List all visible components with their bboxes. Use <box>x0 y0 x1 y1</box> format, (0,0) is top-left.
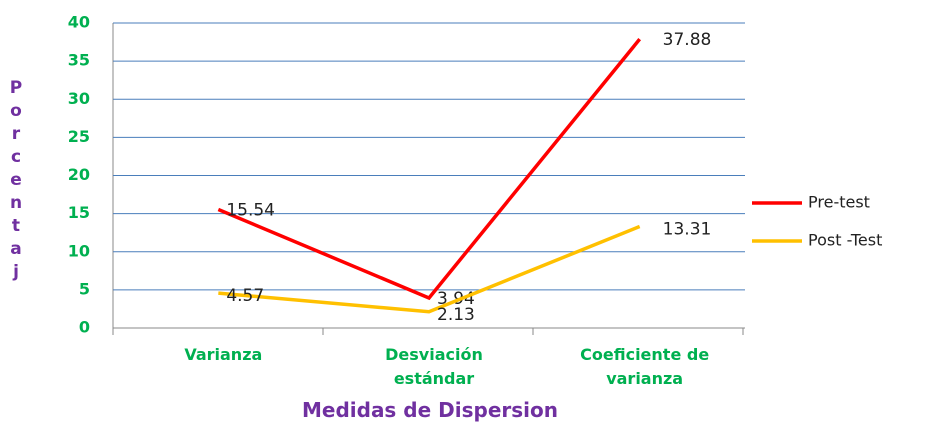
x-tick-label: Desviación estándar <box>385 345 483 388</box>
legend-label: Pre-test <box>808 193 870 212</box>
legend-label: Post -Test <box>808 231 882 250</box>
data-label: 2.13 <box>437 305 475 325</box>
data-label: 4.57 <box>226 286 264 306</box>
x-tick-label: Coeficiente de varianza <box>580 345 710 388</box>
line <box>217 38 642 301</box>
y-tick-label: 10 <box>68 241 90 260</box>
y-tick-label: 20 <box>68 165 90 184</box>
x-tick-label: Varianza <box>184 345 263 364</box>
x-axis-title: Medidas de Dispersion <box>301 398 558 422</box>
data-label: 15.54 <box>226 201 275 221</box>
y-tick-label: 15 <box>68 203 90 222</box>
y-axis-title: Porcentaj <box>6 78 26 285</box>
y-tick-label: 30 <box>68 89 90 108</box>
y-tick-label: 40 <box>68 13 90 32</box>
y-tick-label: 5 <box>79 279 90 298</box>
y-tick-label: 25 <box>68 127 90 146</box>
data-label: 37.88 <box>663 30 712 50</box>
y-tick-label: 35 <box>68 51 90 70</box>
y-tick-label: 0 <box>79 318 90 337</box>
line <box>218 224 641 314</box>
data-label: 13.31 <box>663 220 712 240</box>
